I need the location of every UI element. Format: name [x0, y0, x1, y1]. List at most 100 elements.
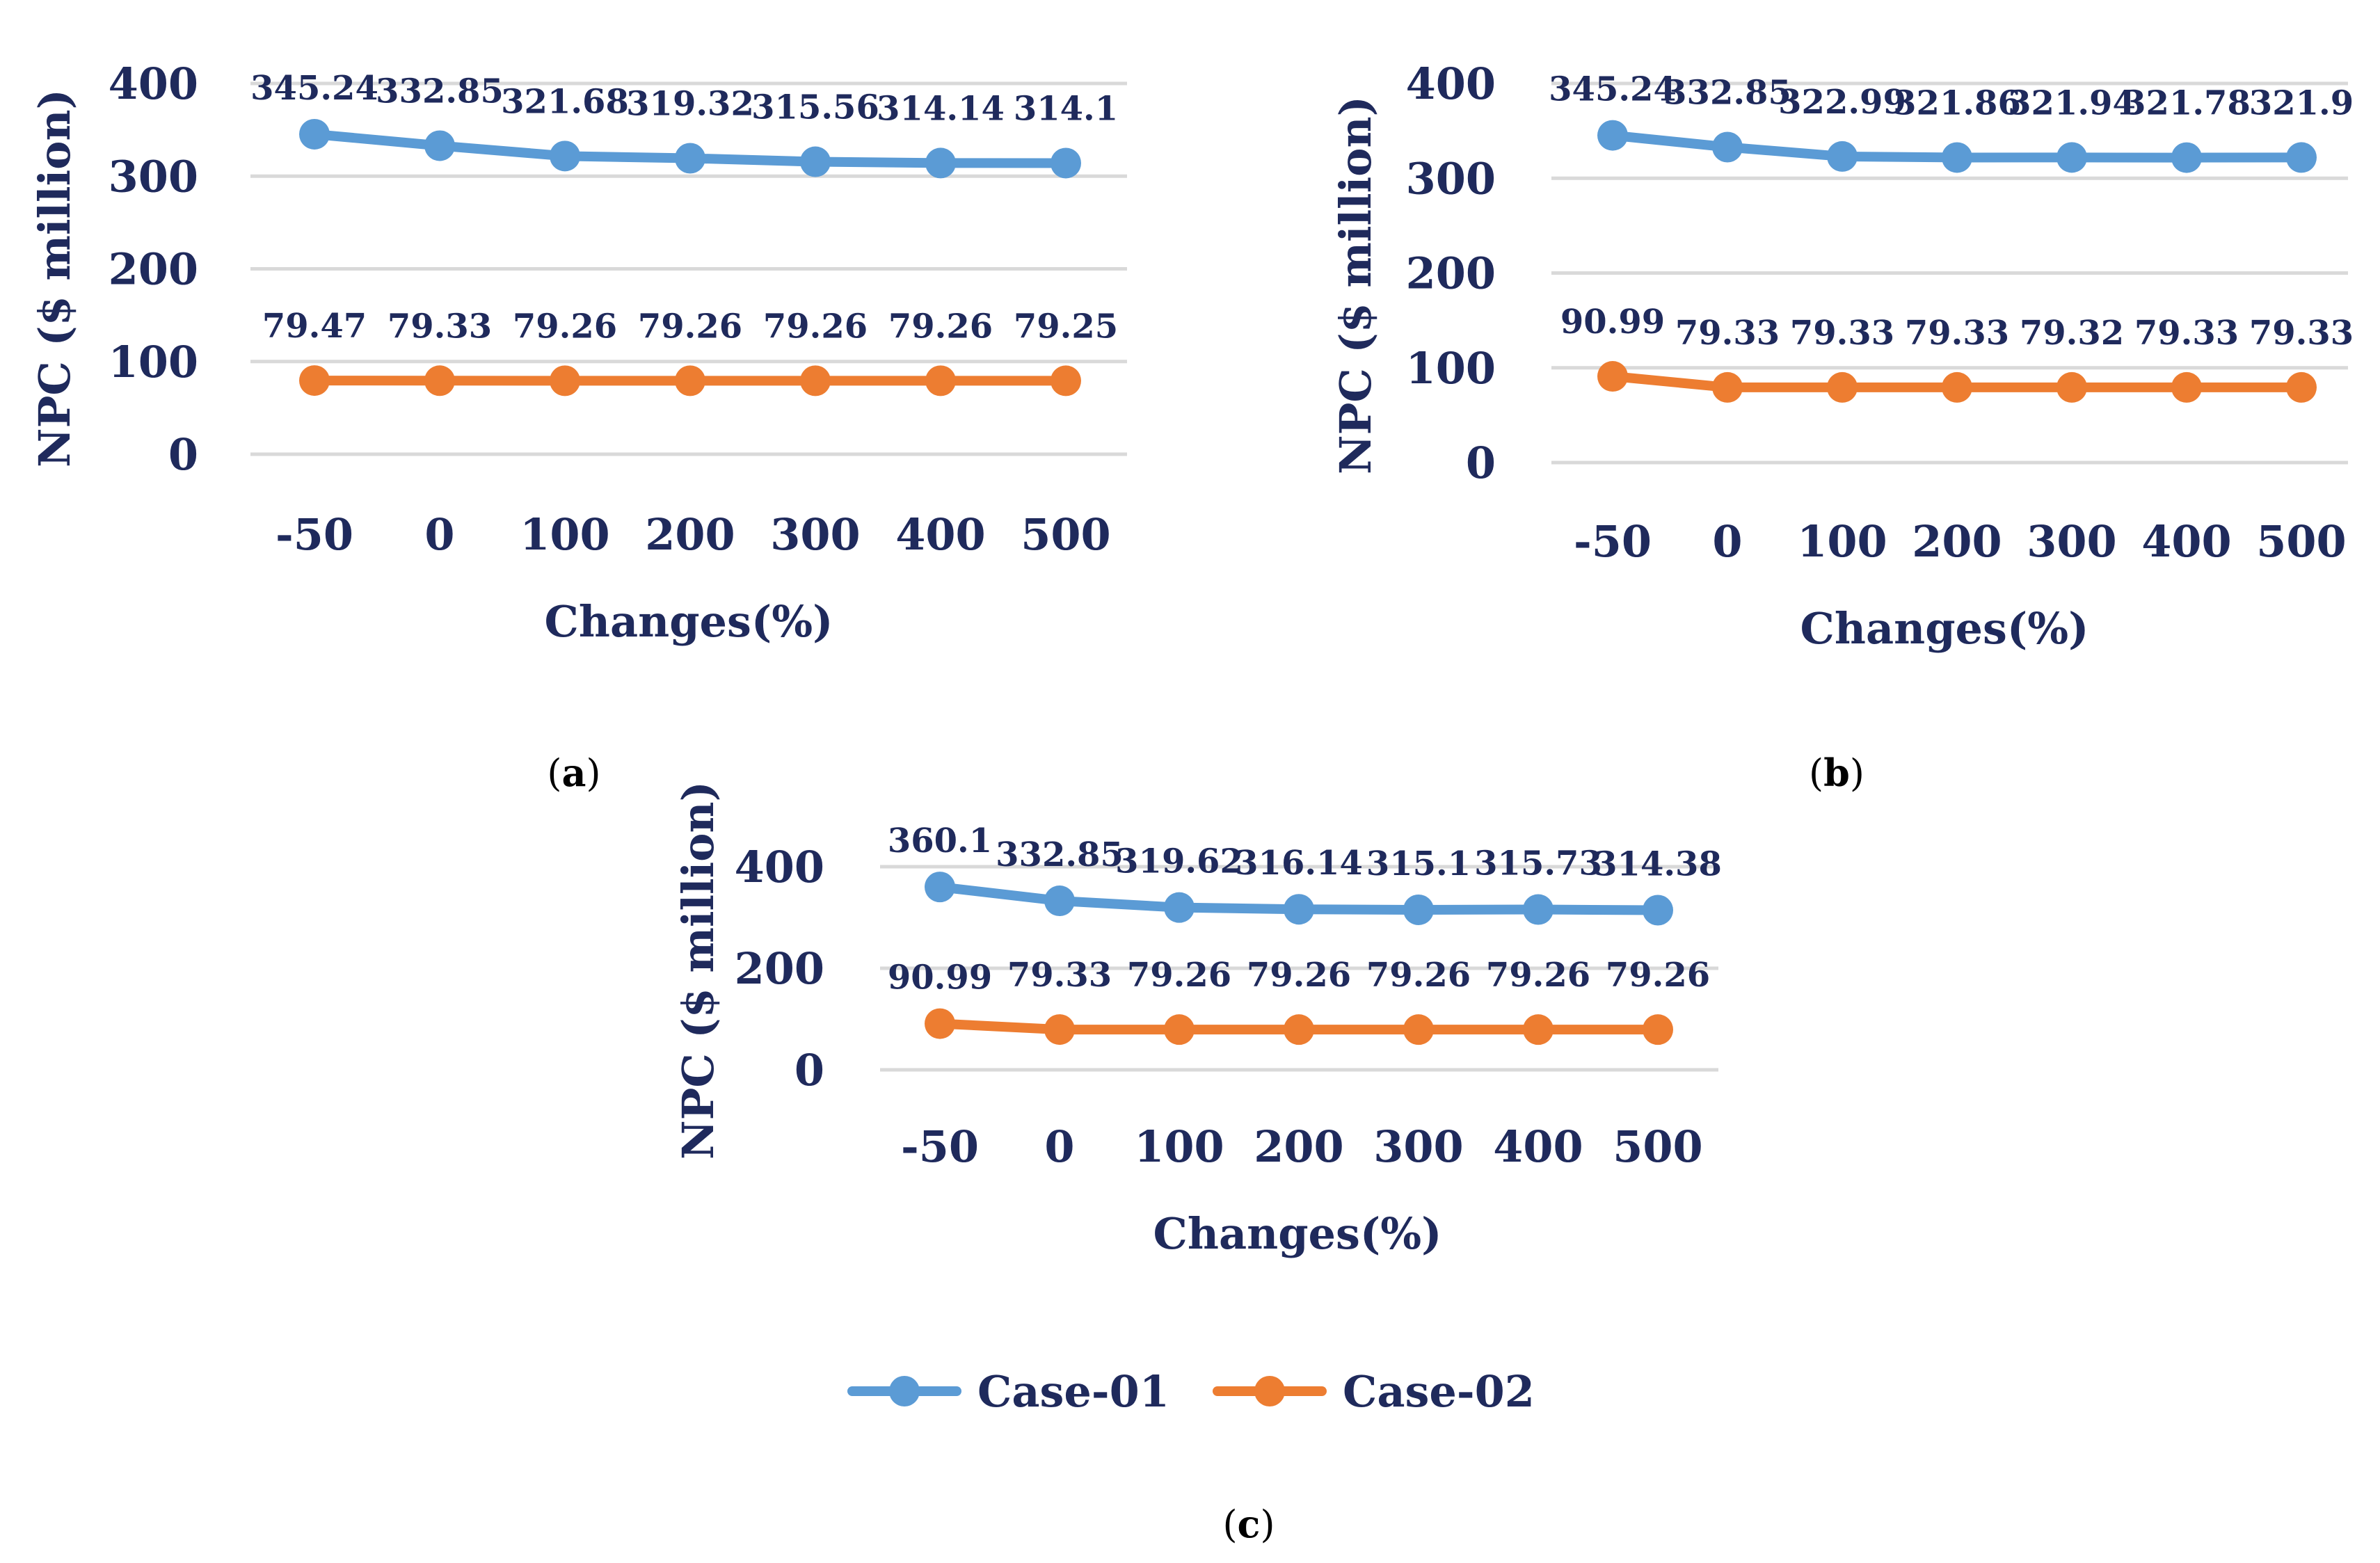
data-label-case-01: 332.85 — [376, 72, 504, 111]
data-label-case-01: 319.62 — [1115, 842, 1243, 881]
x-tick-label: 500 — [1613, 1121, 1702, 1172]
x-tick-label: 0 — [424, 509, 454, 560]
x-tick-label: 100 — [1797, 516, 1887, 567]
data-label-case-01: 321.78 — [2123, 84, 2251, 123]
caption-letter: a — [562, 751, 586, 795]
y-tick-label: 300 — [1406, 153, 1496, 204]
data-point-case-02 — [1643, 1014, 1673, 1045]
caption-letter: b — [1823, 751, 1850, 795]
x-tick-label: 400 — [1493, 1121, 1583, 1172]
y-tick-label: 0 — [168, 429, 198, 480]
data-point-case-02 — [1942, 371, 1972, 403]
x-tick-label: -50 — [1574, 516, 1652, 567]
data-point-case-02 — [1051, 365, 1081, 396]
data-label-case-02: 79.26 — [638, 307, 742, 346]
data-point-case-01 — [925, 147, 956, 179]
data-point-case-02 — [675, 365, 705, 396]
data-label-case-02: 79.33 — [2249, 314, 2354, 353]
data-point-case-01 — [2171, 142, 2202, 173]
data-point-case-01 — [1403, 894, 1434, 925]
data-point-case-01 — [299, 118, 330, 150]
data-point-case-01 — [1712, 131, 1743, 163]
panel-caption: (b) — [1809, 751, 1864, 795]
chart-panel-c: 0 200 400 -50 0 100 200 300 400 500 Changes(%) NPC … — [673, 781, 1722, 1546]
panel-caption: (a) — [547, 751, 600, 795]
data-point-case-01 — [925, 872, 955, 903]
x-tick-label: 300 — [2027, 516, 2116, 567]
chart-panel-b: 0 100 200 300 400 -50 0 100 200 300 400 500 Changes(… — [1330, 58, 2354, 795]
caption-close-paren: ) — [586, 751, 601, 795]
data-point-case-02 — [1044, 1014, 1075, 1045]
data-point-case-01 — [2286, 142, 2317, 173]
data-label-case-02: 79.26 — [888, 307, 993, 346]
x-tick-label: 400 — [2141, 516, 2231, 567]
x-tick-label: 500 — [1021, 509, 1110, 560]
data-point-case-02 — [1827, 371, 1858, 403]
caption-open-paren: ( — [1809, 751, 1823, 795]
legend: Case-01 Case-02 — [847, 1366, 1535, 1417]
data-label-case-02: 79.47 — [262, 307, 367, 346]
data-label-case-02: 79.26 — [1606, 956, 1710, 995]
x-tick-label: 200 — [1254, 1121, 1343, 1172]
data-point-case-01 — [1523, 894, 1554, 925]
data-label-case-02: 90.99 — [888, 959, 992, 997]
data-point-case-02 — [1523, 1014, 1554, 1045]
data-label-case-01: 345.24 — [250, 69, 378, 108]
data-label-case-01: 321.9 — [2249, 83, 2354, 122]
data-label-case-02: 79.26 — [513, 307, 617, 346]
data-point-case-01 — [1284, 894, 1314, 925]
y-tick-label: 200 — [109, 244, 198, 295]
data-point-case-01 — [1164, 892, 1195, 923]
data-label-case-01: 316.14 — [1235, 844, 1363, 883]
data-point-case-01 — [1597, 120, 1628, 151]
x-tick-label: 100 — [1134, 1121, 1224, 1172]
data-point-case-02 — [2171, 371, 2202, 403]
data-label-case-01: 314.38 — [1594, 845, 1722, 884]
x-axis-title: Changes(%) — [1800, 603, 2089, 654]
chart-panel-a: 0 100 200 300 400 -50 0 100 200 300 400 500 Changes(… — [29, 58, 1127, 795]
legend-label: Case-02 — [1343, 1366, 1535, 1417]
data-label-case-02: 79.26 — [1486, 956, 1590, 995]
x-tick-label: 400 — [895, 509, 985, 560]
data-point-case-01 — [1643, 895, 1673, 926]
data-label-case-02: 79.33 — [1007, 956, 1112, 995]
data-label-case-01: 332.85 — [1663, 73, 1791, 112]
y-axis-title: NPC ($ million) — [29, 89, 80, 467]
x-tick-label: 200 — [1912, 516, 2002, 567]
legend-marker-swatch — [1254, 1376, 1285, 1406]
data-point-case-02 — [1403, 1014, 1434, 1045]
x-tick-label: 500 — [2256, 516, 2346, 567]
data-point-case-02 — [424, 365, 455, 396]
data-label-case-01: 315.56 — [751, 88, 879, 127]
data-label-case-02: 79.33 — [1790, 314, 1894, 353]
data-label-case-02: 79.33 — [388, 307, 492, 346]
legend-marker-swatch — [889, 1376, 920, 1406]
y-axis-title: NPC ($ million) — [673, 781, 724, 1160]
data-point-case-01 — [1827, 141, 1858, 172]
y-tick-label: 400 — [109, 58, 198, 109]
data-label-case-01: 360.1 — [888, 821, 992, 860]
data-point-case-01 — [1051, 147, 1081, 179]
data-point-case-02 — [1164, 1014, 1195, 1045]
data-label-case-01: 322.99 — [1778, 83, 1906, 122]
caption-open-paren: ( — [547, 751, 561, 795]
y-tick-label: 100 — [109, 337, 198, 387]
caption-close-paren: ) — [1260, 1502, 1275, 1546]
y-tick-label: 400 — [735, 842, 824, 892]
x-tick-label: 200 — [645, 509, 735, 560]
data-point-case-01 — [1044, 885, 1075, 917]
data-label-case-01: 315.1 — [1366, 844, 1471, 883]
data-point-case-01 — [2056, 142, 2087, 173]
data-point-case-01 — [675, 143, 705, 174]
data-point-case-02 — [925, 365, 956, 396]
x-tick-label: -50 — [901, 1121, 979, 1172]
data-point-case-02 — [1284, 1014, 1314, 1045]
data-label-case-02: 90.99 — [1560, 303, 1665, 342]
x-axis-title: Changes(%) — [1153, 1208, 1442, 1259]
data-point-case-02 — [550, 365, 580, 396]
data-label-case-02: 79.33 — [1905, 314, 2009, 353]
y-tick-label: 0 — [1466, 438, 1496, 488]
data-point-case-02 — [800, 365, 831, 396]
x-tick-label: 300 — [770, 509, 860, 560]
